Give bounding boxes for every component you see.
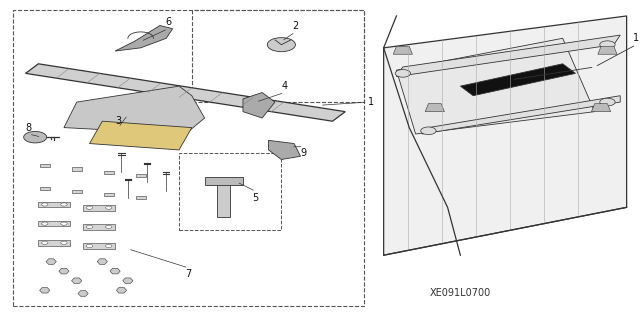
Polygon shape xyxy=(123,278,133,284)
Bar xyxy=(40,187,50,190)
Circle shape xyxy=(600,98,615,106)
Circle shape xyxy=(268,38,296,52)
Text: 1: 1 xyxy=(368,97,374,107)
Bar xyxy=(72,167,82,171)
Polygon shape xyxy=(78,291,88,296)
Circle shape xyxy=(106,244,112,248)
Bar xyxy=(104,171,114,174)
Circle shape xyxy=(42,222,48,225)
Bar xyxy=(205,177,243,185)
Circle shape xyxy=(106,225,112,228)
Polygon shape xyxy=(40,287,50,293)
Circle shape xyxy=(86,244,93,248)
Circle shape xyxy=(106,206,112,209)
Text: 4: 4 xyxy=(282,81,287,91)
Polygon shape xyxy=(396,35,620,77)
Circle shape xyxy=(420,127,436,135)
Bar xyxy=(83,205,115,211)
Polygon shape xyxy=(59,268,69,274)
Polygon shape xyxy=(116,287,127,293)
Circle shape xyxy=(42,203,48,206)
Bar xyxy=(38,240,70,246)
Circle shape xyxy=(86,206,93,209)
Circle shape xyxy=(61,241,67,244)
Polygon shape xyxy=(422,96,620,134)
Text: 9: 9 xyxy=(301,148,307,158)
Circle shape xyxy=(86,225,93,228)
Text: XE091L0700: XE091L0700 xyxy=(429,288,491,299)
Circle shape xyxy=(61,222,67,225)
Polygon shape xyxy=(393,46,412,54)
Circle shape xyxy=(42,241,48,244)
Bar xyxy=(83,224,115,230)
Bar xyxy=(72,190,82,193)
Text: 5: 5 xyxy=(253,193,259,203)
Circle shape xyxy=(395,70,410,77)
Polygon shape xyxy=(72,278,82,284)
Circle shape xyxy=(61,203,67,206)
Text: 8: 8 xyxy=(26,122,32,133)
Polygon shape xyxy=(97,259,108,264)
Bar xyxy=(218,179,230,217)
Bar xyxy=(136,174,146,177)
Polygon shape xyxy=(46,259,56,264)
Text: 6: 6 xyxy=(165,17,172,27)
Text: 7: 7 xyxy=(186,269,192,279)
Polygon shape xyxy=(396,38,595,134)
Bar xyxy=(38,202,70,207)
Polygon shape xyxy=(115,26,173,51)
Bar xyxy=(40,164,50,167)
Bar xyxy=(104,193,114,196)
Text: 2: 2 xyxy=(292,20,298,31)
Bar xyxy=(38,221,70,226)
Polygon shape xyxy=(598,46,617,54)
Circle shape xyxy=(24,131,47,143)
Polygon shape xyxy=(460,64,575,96)
Bar xyxy=(83,243,115,249)
Bar xyxy=(136,196,146,199)
Polygon shape xyxy=(90,121,192,150)
Circle shape xyxy=(600,41,615,48)
Polygon shape xyxy=(26,64,346,121)
Polygon shape xyxy=(591,104,611,112)
Text: 3: 3 xyxy=(115,116,122,126)
Polygon shape xyxy=(110,268,120,274)
Polygon shape xyxy=(64,86,205,134)
Text: 1: 1 xyxy=(633,33,639,43)
Polygon shape xyxy=(383,16,627,255)
Polygon shape xyxy=(269,140,301,160)
Polygon shape xyxy=(243,93,275,118)
Polygon shape xyxy=(425,104,444,112)
